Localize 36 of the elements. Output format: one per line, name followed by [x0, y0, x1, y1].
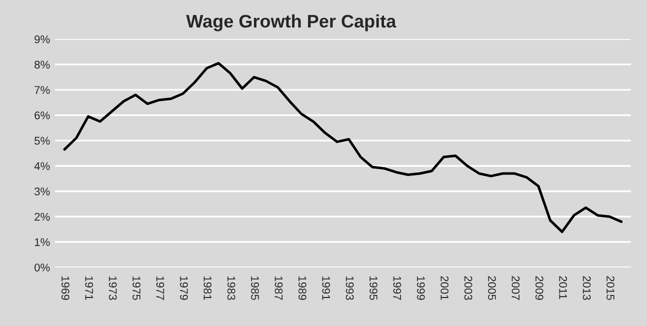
y-tick-label: 5% — [34, 136, 50, 145]
x-tick-label: 1977 — [156, 276, 164, 300]
y-tick-label: 0% — [34, 264, 50, 272]
y-tick-label: 2% — [34, 212, 50, 221]
x-tick-label: 1975 — [132, 276, 140, 300]
chart-title: Wage Growth Per Capita — [186, 14, 396, 32]
y-tick-label: 4% — [34, 162, 50, 170]
x-tick-label: 2013 — [582, 276, 591, 300]
x-tick-label: 2007 — [512, 276, 520, 300]
x-tick-label: 1987 — [274, 276, 283, 300]
y-tick-label: 7% — [34, 86, 50, 94]
x-tick-label: 1979 — [180, 276, 188, 300]
x-tick-label: 1981 — [204, 276, 212, 300]
y-tick-label: 9% — [34, 35, 50, 44]
x-tick-label: 1993 — [346, 276, 354, 300]
x-tick-label: 2009 — [535, 276, 544, 300]
x-tick-label: 1995 — [370, 276, 378, 300]
x-tick-label: 2005 — [488, 276, 496, 300]
y-tick-label: 6% — [34, 111, 50, 120]
x-tick-label: 2015 — [606, 276, 614, 300]
x-tick-label: 1969 — [61, 276, 70, 300]
line-series — [63, 62, 623, 234]
y-tick-label: 1% — [34, 238, 50, 246]
x-tick-label: 1971 — [85, 276, 94, 300]
x-tick-label: 1999 — [416, 276, 425, 300]
x-tick-label: 2011 — [559, 276, 567, 300]
x-tick-label: 2001 — [440, 276, 449, 300]
x-tick-label: 1985 — [251, 276, 259, 300]
x-tick-label: 1989 — [298, 276, 306, 300]
x-tick-label: 1983 — [227, 276, 236, 300]
x-tick-label: 1973 — [108, 276, 117, 300]
x-tick-label: 1991 — [322, 276, 330, 300]
y-tick-label: 8% — [34, 60, 50, 69]
x-tick-label: 1997 — [393, 276, 402, 300]
x-tick-label: 2003 — [464, 276, 472, 300]
y-tick-label: 3% — [34, 188, 50, 196]
